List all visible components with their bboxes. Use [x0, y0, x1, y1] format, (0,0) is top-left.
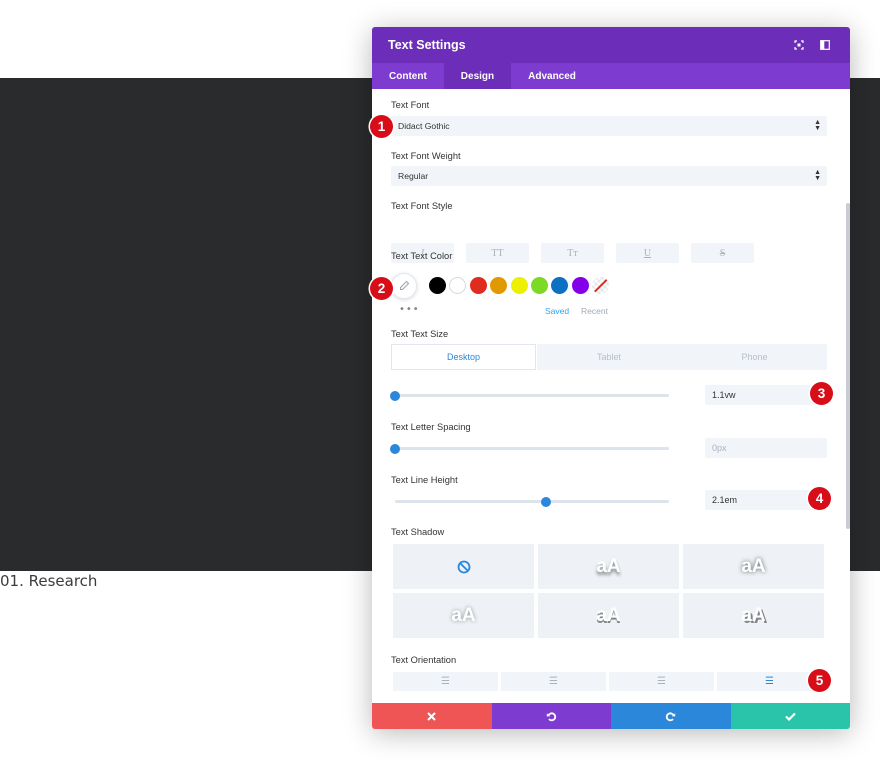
shadow-none-option[interactable]: [393, 544, 534, 589]
checkmark-icon: [784, 712, 796, 721]
shadow-option-1[interactable]: aA: [538, 544, 679, 589]
undo-button[interactable]: [491, 703, 611, 729]
italic-button[interactable]: I: [391, 243, 454, 263]
device-tab-phone[interactable]: Phone: [682, 344, 827, 370]
text-font-weight-label: Text Font Weight: [391, 151, 461, 161]
select-arrows-icon: ▲ ▼: [814, 169, 821, 182]
align-left-icon: ☰: [441, 676, 450, 687]
text-settings-modal: Text Settings Content Design Advanced Te…: [372, 27, 850, 729]
align-right-button[interactable]: ☰: [609, 672, 714, 691]
split-view-icon[interactable]: [816, 36, 834, 54]
color-swatch[interactable]: [469, 277, 487, 294]
shadow-option-2[interactable]: aA: [683, 544, 824, 589]
step-marker-1: 1: [370, 115, 393, 138]
tab-content[interactable]: Content: [389, 70, 427, 82]
cancel-button[interactable]: [372, 703, 492, 729]
letter-spacing-label: Text Letter Spacing: [391, 422, 471, 432]
color-swatch[interactable]: [551, 277, 569, 294]
eyedropper-icon: [400, 280, 410, 290]
undo-icon: [546, 711, 556, 721]
modal-tabs: Content Design Advanced: [372, 63, 850, 89]
letter-spacing-slider[interactable]: [390, 443, 669, 454]
select-arrows-icon: ▲ ▼: [814, 119, 821, 132]
align-right-icon: ☰: [657, 676, 666, 687]
letter-spacing-slider-thumb[interactable]: [390, 443, 400, 454]
align-justify-button[interactable]: ☰: [717, 672, 822, 691]
line-height-input[interactable]: 2.1em: [705, 490, 827, 510]
uppercase-button[interactable]: TT: [466, 243, 529, 263]
color-swatch[interactable]: [490, 277, 508, 294]
device-tab-tablet[interactable]: Tablet: [536, 344, 682, 370]
fullscreen-icon[interactable]: [790, 36, 808, 54]
scrollbar[interactable]: [846, 203, 850, 529]
color-swatch[interactable]: [510, 277, 528, 294]
step-marker-4: 4: [808, 487, 831, 510]
text-size-input[interactable]: 1.1vw: [705, 385, 827, 405]
shadow-option-4[interactable]: aA: [538, 593, 679, 638]
align-left-button[interactable]: ☰: [393, 672, 498, 691]
step-marker-3: 3: [810, 382, 833, 405]
text-size-slider-thumb[interactable]: [390, 390, 400, 401]
text-size-slider[interactable]: [390, 390, 669, 401]
text-font-select[interactable]: Didact Gothic ▲ ▼: [391, 116, 827, 136]
redo-button[interactable]: [611, 703, 731, 729]
clear-color-icon[interactable]: [592, 277, 610, 294]
underline-button[interactable]: U: [616, 243, 679, 263]
text-font-weight-value: Regular: [398, 171, 429, 181]
redo-icon: [666, 711, 676, 721]
text-font-weight-select[interactable]: Regular ▲ ▼: [391, 166, 827, 186]
modal-title: Text Settings: [388, 38, 466, 52]
text-font-value: Didact Gothic: [398, 121, 450, 131]
color-picker-button[interactable]: [391, 273, 417, 299]
color-swatch[interactable]: [530, 277, 548, 294]
modal-footer: [372, 703, 850, 729]
no-shadow-icon: [457, 560, 470, 573]
device-tabs: Desktop Tablet Phone: [391, 344, 828, 370]
close-icon: [427, 711, 436, 721]
align-justify-icon: ☰: [765, 676, 774, 687]
step-marker-2: 2: [370, 277, 393, 300]
color-swatch[interactable]: [429, 277, 446, 294]
text-size-label: Text Text Size: [391, 329, 449, 339]
text-orientation-label: Text Orientation: [391, 655, 457, 665]
line-height-slider[interactable]: [395, 496, 669, 507]
align-center-icon: ☰: [549, 676, 558, 687]
recent-colors-tab[interactable]: Recent: [581, 306, 608, 316]
page-caption: 01. Research: [0, 572, 98, 590]
device-tab-desktop[interactable]: Desktop: [391, 344, 536, 370]
color-swatches: [429, 277, 613, 294]
capitalize-button[interactable]: Tт: [541, 243, 604, 263]
tab-advanced[interactable]: Advanced: [528, 70, 576, 82]
letter-spacing-input[interactable]: 0px: [705, 438, 827, 458]
text-shadow-label: Text Shadow: [391, 527, 445, 537]
color-swatch[interactable]: [449, 277, 467, 294]
shadow-option-5[interactable]: aA: [683, 593, 824, 638]
strikethrough-button[interactable]: S: [691, 243, 754, 263]
text-font-label: Text Font: [391, 100, 430, 110]
font-style-buttons: I TT Tт U S: [391, 243, 766, 263]
align-center-button[interactable]: ☰: [501, 672, 606, 691]
line-height-slider-thumb[interactable]: [540, 496, 551, 507]
modal-header: Text Settings: [372, 27, 850, 63]
step-marker-5: 5: [808, 669, 831, 692]
shadow-option-3[interactable]: aA: [393, 593, 534, 638]
line-height-label: Text Line Height: [391, 475, 458, 485]
tab-design[interactable]: Design: [443, 63, 512, 89]
save-button[interactable]: [730, 703, 850, 729]
saved-colors-tab[interactable]: Saved: [545, 306, 570, 316]
modal-body: Text Font Didact Gothic ▲ ▼ Text Font Wei…: [372, 89, 850, 701]
text-shadow-options: aA aA aA aA aA: [393, 544, 824, 638]
text-color-label: Text Text Color: [391, 251, 453, 261]
text-font-style-label: Text Font Style: [391, 201, 453, 211]
more-colors-icon[interactable]: •••: [399, 304, 420, 315]
color-swatch[interactable]: [571, 277, 589, 294]
text-orientation-options: ☰ ☰ ☰ ☰: [393, 672, 825, 691]
